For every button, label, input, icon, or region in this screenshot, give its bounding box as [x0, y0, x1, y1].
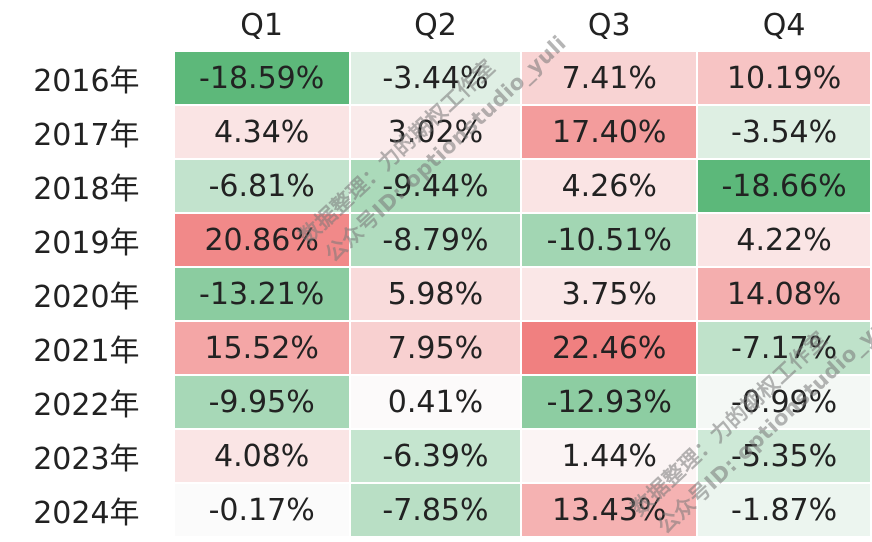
row-header-2016: 2016年: [0, 51, 175, 106]
row-header-2019: 2019年: [0, 213, 175, 268]
heatmap-cell-2024-q1: -0.17%: [173, 483, 351, 538]
column-header-q1: Q1: [173, 0, 351, 52]
heatmap-cell-2019-q3: -10.51%: [521, 213, 699, 268]
heatmap-cell-2017-q4: -3.54%: [697, 105, 872, 160]
heatmap-cell-2021-q3: 22.46%: [521, 321, 699, 376]
heatmap-cell-2017-q2: 3.02%: [349, 105, 523, 160]
heatmap-cell-2018-q1: -6.81%: [173, 159, 351, 214]
row-header-2021: 2021年: [0, 321, 175, 376]
table-row: 2020年 -13.21% 5.98% 3.75% 14.08%: [0, 267, 872, 322]
table-row: 2018年 -6.81% -9.44% 4.26% -18.66%: [0, 159, 872, 214]
column-header-q3: Q3: [521, 0, 699, 52]
heatmap-cell-2022-q2: 0.41%: [349, 375, 523, 430]
column-header-row: Q1 Q2 Q3 Q4: [0, 0, 872, 52]
table-row: 2017年 4.34% 3.02% 17.40% -3.54%: [0, 105, 872, 160]
row-header-2020: 2020年: [0, 267, 175, 322]
row-header-2024: 2024年: [0, 483, 175, 538]
heatmap-cell-2020-q1: -13.21%: [173, 267, 351, 322]
heatmap-cell-2021-q1: 15.52%: [173, 321, 351, 376]
column-header-q2: Q2: [349, 0, 523, 52]
heatmap-cell-2018-q3: 4.26%: [521, 159, 699, 214]
heatmap-cell-2021-q2: 7.95%: [349, 321, 523, 376]
row-header-2023: 2023年: [0, 429, 175, 484]
heatmap-cell-2023-q4: -5.35%: [697, 429, 872, 484]
heatmap-cell-2018-q2: -9.44%: [349, 159, 523, 214]
heatmap-cell-2017-q3: 17.40%: [521, 105, 699, 160]
corner-cell: [0, 0, 175, 52]
heatmap-cell-2019-q2: -8.79%: [349, 213, 523, 268]
row-header-2017: 2017年: [0, 105, 175, 160]
heatmap-cell-2020-q4: 14.08%: [697, 267, 872, 322]
heatmap-cell-2016-q1: -18.59%: [173, 51, 351, 106]
heatmap-cell-2019-q1: 20.86%: [173, 213, 351, 268]
table-row: 2023年 4.08% -6.39% 1.44% -5.35%: [0, 429, 872, 484]
heatmap-cell-2022-q4: -0.99%: [697, 375, 872, 430]
heatmap-cell-2023-q3: 1.44%: [521, 429, 699, 484]
heatmap-cell-2016-q2: -3.44%: [349, 51, 523, 106]
heatmap-cell-2017-q1: 4.34%: [173, 105, 351, 160]
heatmap-cell-2022-q3: -12.93%: [521, 375, 699, 430]
table-row: 2016年 -18.59% -3.44% 7.41% 10.19%: [0, 51, 872, 106]
heatmap-cell-2019-q4: 4.22%: [697, 213, 872, 268]
heatmap-cell-2020-q3: 3.75%: [521, 267, 699, 322]
row-header-2022: 2022年: [0, 375, 175, 430]
heatmap-cell-2018-q4: -18.66%: [697, 159, 872, 214]
column-header-q4: Q4: [697, 0, 872, 52]
table-row: 2021年 15.52% 7.95% 22.46% -7.17%: [0, 321, 872, 376]
heatmap-cell-2021-q4: -7.17%: [697, 321, 872, 376]
table-row: 2019年 20.86% -8.79% -10.51% 4.22%: [0, 213, 872, 268]
heatmap-cell-2024-q2: -7.85%: [349, 483, 523, 538]
row-header-2018: 2018年: [0, 159, 175, 214]
heatmap-cell-2022-q1: -9.95%: [173, 375, 351, 430]
heatmap-cell-2023-q1: 4.08%: [173, 429, 351, 484]
heatmap-cell-2024-q3: 13.43%: [521, 483, 699, 538]
heatmap-cell-2023-q2: -6.39%: [349, 429, 523, 484]
table-row: 2022年 -9.95% 0.41% -12.93% -0.99%: [0, 375, 872, 430]
heatmap-cell-2016-q3: 7.41%: [521, 51, 699, 106]
heatmap-cell-2016-q4: 10.19%: [697, 51, 872, 106]
table-row: 2024年 -0.17% -7.85% 13.43% -1.87%: [0, 483, 872, 538]
heatmap-cell-2020-q2: 5.98%: [349, 267, 523, 322]
heatmap-cell-2024-q4: -1.87%: [697, 483, 872, 538]
